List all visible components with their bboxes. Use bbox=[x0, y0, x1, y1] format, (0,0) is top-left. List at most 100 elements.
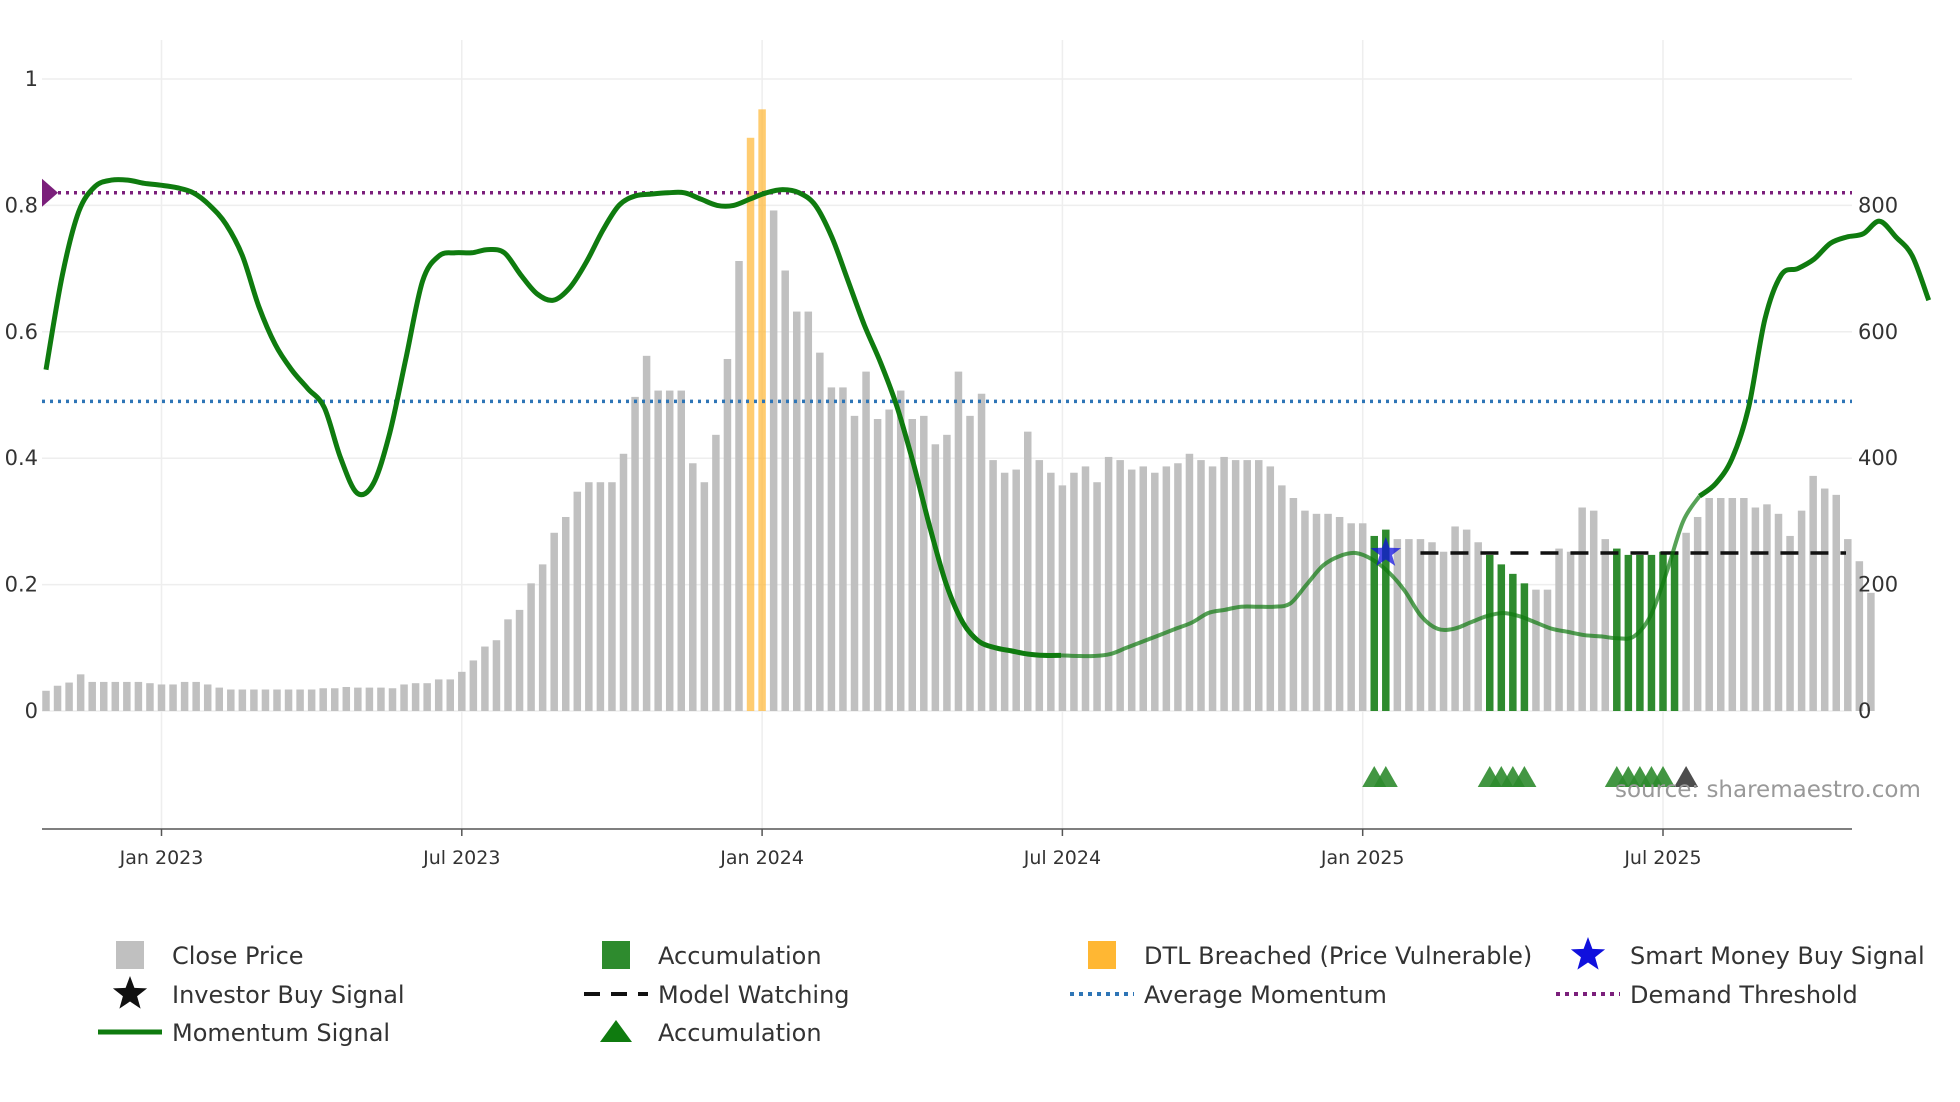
close-price-bar bbox=[1774, 513, 1783, 711]
legend-item-model_watching: Model Watching bbox=[584, 981, 850, 1009]
close-price-bar bbox=[931, 444, 940, 711]
accumulation-bar bbox=[1370, 535, 1378, 711]
close-price-bar bbox=[1127, 469, 1136, 711]
close-price-bar bbox=[492, 640, 501, 711]
source-label: source: sharemaestro.com bbox=[1615, 777, 1921, 803]
legend-symbol bbox=[1088, 941, 1116, 969]
close-price-bar bbox=[954, 371, 963, 711]
close-price-bar bbox=[1058, 485, 1067, 711]
close-price-bar bbox=[1220, 456, 1228, 711]
legend-item-accumulation_bar: Accumulation bbox=[602, 941, 822, 970]
close-price-bar bbox=[157, 684, 166, 711]
legend-item-demand_threshold: Demand Threshold bbox=[1556, 981, 1858, 1009]
x-tick-label: Jul 2024 bbox=[1023, 847, 1101, 869]
dtl-breached-bar bbox=[746, 137, 755, 711]
close-price-bar bbox=[527, 583, 535, 711]
close-price-bar bbox=[631, 396, 639, 711]
legend-item-momentum: Momentum Signal bbox=[98, 1019, 390, 1047]
close-price-bar bbox=[700, 482, 709, 711]
x-tick-label: Jul 2025 bbox=[1623, 847, 1701, 869]
accumulation-bar bbox=[1647, 554, 1656, 711]
close-price-bar bbox=[1231, 460, 1240, 711]
close-price-bar bbox=[423, 683, 431, 711]
close-price-bar bbox=[400, 684, 408, 711]
close-price-bar bbox=[712, 434, 720, 711]
left-tick-label: 0 bbox=[25, 699, 38, 723]
close-price-bar bbox=[1844, 539, 1852, 711]
close-price-bar bbox=[1763, 504, 1771, 711]
close-price-bar bbox=[1855, 561, 1864, 711]
close-price-bar bbox=[180, 681, 189, 711]
close-price-bar bbox=[123, 681, 131, 711]
close-price-bar bbox=[1867, 592, 1875, 711]
grid-lines bbox=[42, 40, 1852, 829]
close-price-bar bbox=[296, 689, 304, 711]
close-price-bar bbox=[1601, 539, 1609, 711]
close-price-bar bbox=[1312, 513, 1321, 711]
close-price-bar bbox=[1000, 472, 1009, 711]
close-price-bar bbox=[1682, 532, 1690, 711]
accumulation-marker bbox=[1512, 766, 1537, 787]
close-price-bar bbox=[896, 390, 905, 711]
close-price-bar bbox=[677, 390, 685, 711]
momentum-line-segment bbox=[43, 177, 1062, 658]
close-price-bar bbox=[458, 671, 466, 711]
close-price-bar bbox=[331, 688, 339, 711]
close-price-bar bbox=[1832, 494, 1840, 711]
close-price-bar bbox=[585, 482, 593, 711]
legend-symbol bbox=[112, 976, 148, 1009]
close-price-bar bbox=[250, 689, 258, 711]
right-tick-label: 600 bbox=[1858, 320, 1898, 344]
close-price-bar bbox=[619, 453, 628, 711]
close-price-bar bbox=[1070, 472, 1078, 711]
close-price-bar bbox=[816, 352, 824, 711]
close-price-bar bbox=[434, 679, 443, 711]
close-price-bar bbox=[1174, 463, 1182, 711]
close-price-bar bbox=[169, 684, 177, 711]
x-tick-label: Jan 2025 bbox=[1320, 847, 1405, 869]
close-price-bar bbox=[885, 409, 893, 711]
momentum-line-segment-dim bbox=[1060, 494, 1702, 659]
close-price-bar bbox=[134, 681, 143, 711]
close-price-bar bbox=[1451, 526, 1459, 711]
close-price-bar bbox=[1104, 456, 1113, 711]
signal-markers bbox=[1362, 537, 1699, 787]
legend-label: Model Watching bbox=[658, 981, 850, 1009]
close-price-bar bbox=[284, 689, 293, 711]
close-price-bar bbox=[76, 674, 85, 711]
investor-buy-signal bbox=[1674, 766, 1699, 787]
momentum-line-segment bbox=[1697, 218, 1932, 499]
close-price-bar bbox=[839, 387, 847, 711]
accumulation-marker bbox=[1651, 766, 1675, 787]
legend-item-dtl_breached: DTL Breached (Price Vulnerable) bbox=[1088, 941, 1532, 970]
close-price-bar bbox=[1035, 460, 1044, 711]
close-price-bar bbox=[943, 434, 951, 711]
close-price-bar bbox=[1786, 535, 1794, 711]
legend-label: Accumulation bbox=[658, 1019, 822, 1047]
momentum-signal bbox=[43, 177, 1932, 659]
left-tick-label: 0.8 bbox=[5, 193, 38, 217]
close-price-bar bbox=[411, 683, 420, 711]
close-price-bar bbox=[781, 270, 789, 711]
close-price-bar bbox=[862, 371, 870, 711]
close-price-bar bbox=[1151, 472, 1159, 711]
close-price-bars bbox=[42, 109, 1875, 711]
close-price-bar bbox=[1416, 539, 1425, 711]
close-price-bar bbox=[723, 358, 732, 711]
close-price-bar bbox=[146, 683, 154, 711]
close-price-bar bbox=[1208, 466, 1217, 711]
close-price-bar bbox=[989, 460, 997, 711]
close-price-bar bbox=[53, 685, 62, 711]
close-price-bar bbox=[1809, 475, 1817, 711]
left-tick-label: 0.6 bbox=[5, 320, 38, 344]
close-price-bar bbox=[192, 681, 200, 711]
close-price-bar bbox=[769, 210, 778, 711]
close-price-bar bbox=[388, 688, 397, 711]
close-price-bar bbox=[215, 687, 223, 711]
close-price-bar bbox=[550, 532, 558, 711]
close-price-bar bbox=[203, 684, 212, 711]
close-price-bar bbox=[261, 689, 270, 711]
x-tick-label: Jan 2023 bbox=[119, 847, 204, 869]
close-price-bar bbox=[1335, 516, 1344, 711]
